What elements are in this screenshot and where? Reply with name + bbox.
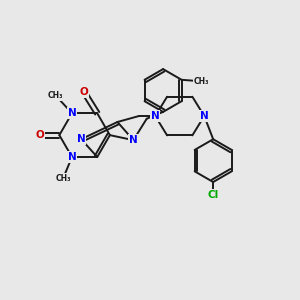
Text: N: N <box>151 111 160 121</box>
Text: N: N <box>129 135 138 145</box>
Text: CH₃: CH₃ <box>48 91 63 100</box>
Text: N: N <box>68 108 76 118</box>
Text: Cl: Cl <box>208 190 219 200</box>
Text: N: N <box>77 134 85 144</box>
Text: O: O <box>80 87 88 97</box>
Text: N: N <box>68 152 76 162</box>
Text: N: N <box>200 111 208 121</box>
Text: CH₃: CH₃ <box>193 77 209 86</box>
Text: O: O <box>36 130 44 140</box>
Text: CH₃: CH₃ <box>55 174 71 183</box>
